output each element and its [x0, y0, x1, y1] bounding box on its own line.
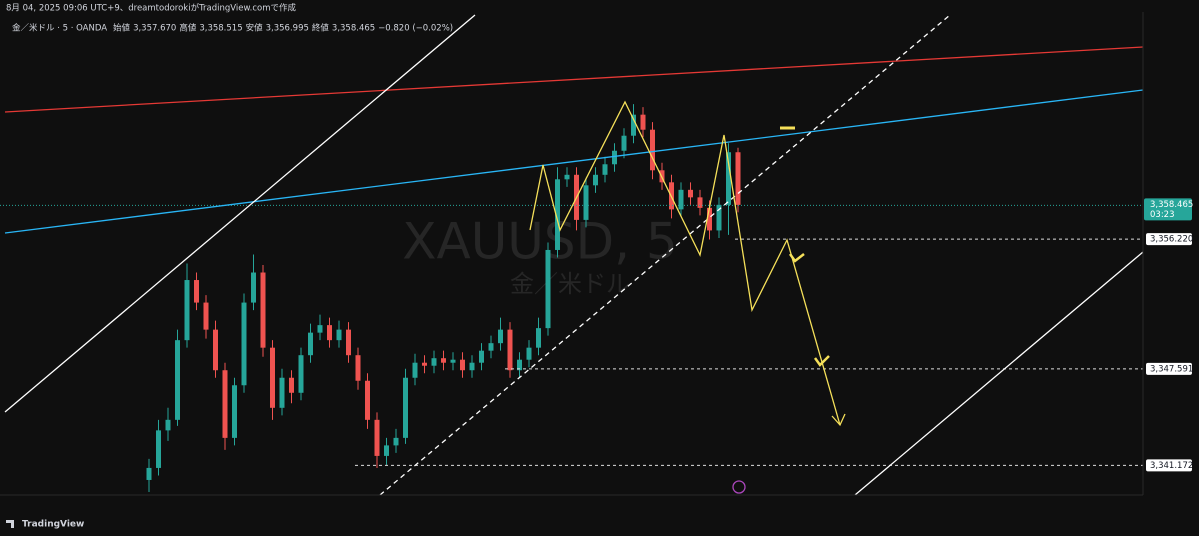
candle-body [279, 377, 285, 408]
candle-body [146, 467, 152, 480]
candle-body [460, 359, 465, 371]
channel-line [4, 14, 476, 413]
candle-body [517, 359, 522, 371]
trend-line [4, 46, 1144, 113]
info-name: 高値 [179, 23, 197, 34]
channel-line [854, 251, 1144, 496]
last-price-tag [1144, 198, 1192, 221]
info-value: 3,358.515 [199, 24, 242, 34]
candle-body [270, 347, 275, 408]
candle-body [213, 329, 218, 371]
candle-body [422, 362, 427, 366]
candle-body [697, 197, 703, 208]
last-price-label: 3,358.465 [1150, 200, 1193, 210]
candle-body [488, 343, 494, 351]
candle-body [327, 325, 332, 341]
info-name: 安値 [246, 23, 264, 34]
price-tag [1146, 233, 1192, 246]
candle-body [346, 329, 351, 356]
trend-line [4, 89, 1144, 234]
candle-body [526, 347, 532, 360]
candle-body [678, 189, 684, 210]
candle-body [507, 329, 513, 371]
candle-body [241, 302, 247, 386]
instrument: 金／米ドル · 5 · OANDA [12, 23, 107, 34]
candle-body [289, 377, 294, 393]
candle-body [469, 362, 475, 371]
candle-body [688, 189, 693, 198]
candle-body [707, 207, 712, 231]
candle-body [194, 280, 199, 303]
candle-body [298, 355, 304, 393]
candle-body [593, 174, 598, 186]
candle-body [403, 377, 408, 438]
candle-body [222, 370, 228, 438]
zigzag [529, 100, 841, 426]
price-tag-label: 3,356.220 [1150, 235, 1193, 245]
candle-body [564, 174, 570, 180]
brand: TradingView [22, 520, 84, 530]
drawings [4, 14, 1144, 496]
info-value: 3,356.995 [266, 24, 309, 34]
info-name: 始値 [113, 23, 131, 34]
candle-body [479, 350, 484, 363]
candle-body [631, 114, 636, 136]
candle-body [650, 129, 655, 171]
candle-body [156, 430, 161, 468]
watermark: XAUUSD, 5 [402, 213, 678, 271]
watermark-sub: 金／米ドル [510, 270, 630, 298]
candle-body [450, 359, 456, 363]
brand-logo [6, 520, 14, 528]
arrow-head [831, 413, 846, 427]
candle-body [203, 302, 209, 330]
check [813, 355, 830, 367]
candle-body [716, 204, 722, 231]
candle-body [498, 329, 503, 344]
candle-body [384, 445, 389, 456]
candle-body [555, 179, 560, 250]
candle-body [365, 380, 370, 420]
candle-body [317, 325, 323, 333]
check [788, 253, 805, 263]
candle-body [441, 358, 446, 363]
info-name: 終値 [312, 23, 330, 34]
caption: 8月 04, 2025 09:06 UTC+9、dreamtodorokiがTr… [6, 3, 297, 14]
candle-body [393, 437, 399, 446]
candle-body [621, 135, 627, 151]
price-tag-label: 3,347.591 [1150, 364, 1193, 374]
event-icon [732, 480, 746, 494]
candle-body [583, 185, 589, 220]
candle-body [175, 340, 180, 420]
candle-body [232, 385, 237, 438]
price-tag [1146, 362, 1192, 375]
candle-body [602, 164, 608, 175]
candle-body [726, 152, 731, 205]
price-tag-label: 3,341.172 [1150, 461, 1193, 471]
candle-body [735, 152, 741, 205]
legend-bg [0, 12, 420, 26]
candle-body [308, 332, 313, 356]
candle-body [251, 272, 256, 303]
candle-body [165, 419, 171, 431]
candle-body [355, 355, 361, 381]
channel-mid [379, 14, 951, 496]
countdown: 03:23 [1150, 210, 1175, 220]
candle-body [545, 249, 551, 329]
candle-body [260, 272, 266, 348]
candle-body [431, 358, 437, 366]
candle-body [336, 329, 342, 341]
candle-body [640, 114, 646, 130]
info-value: 3,357.670 [133, 24, 176, 34]
candle-body [184, 280, 190, 341]
candle-body [612, 150, 617, 165]
change: −0.820 (−0.02%) [378, 24, 453, 34]
candle-body [412, 362, 418, 378]
info-value: 3,358.465 [332, 24, 375, 34]
candle-body [536, 328, 541, 348]
price-tag [1146, 459, 1192, 472]
candle-body [374, 419, 380, 456]
